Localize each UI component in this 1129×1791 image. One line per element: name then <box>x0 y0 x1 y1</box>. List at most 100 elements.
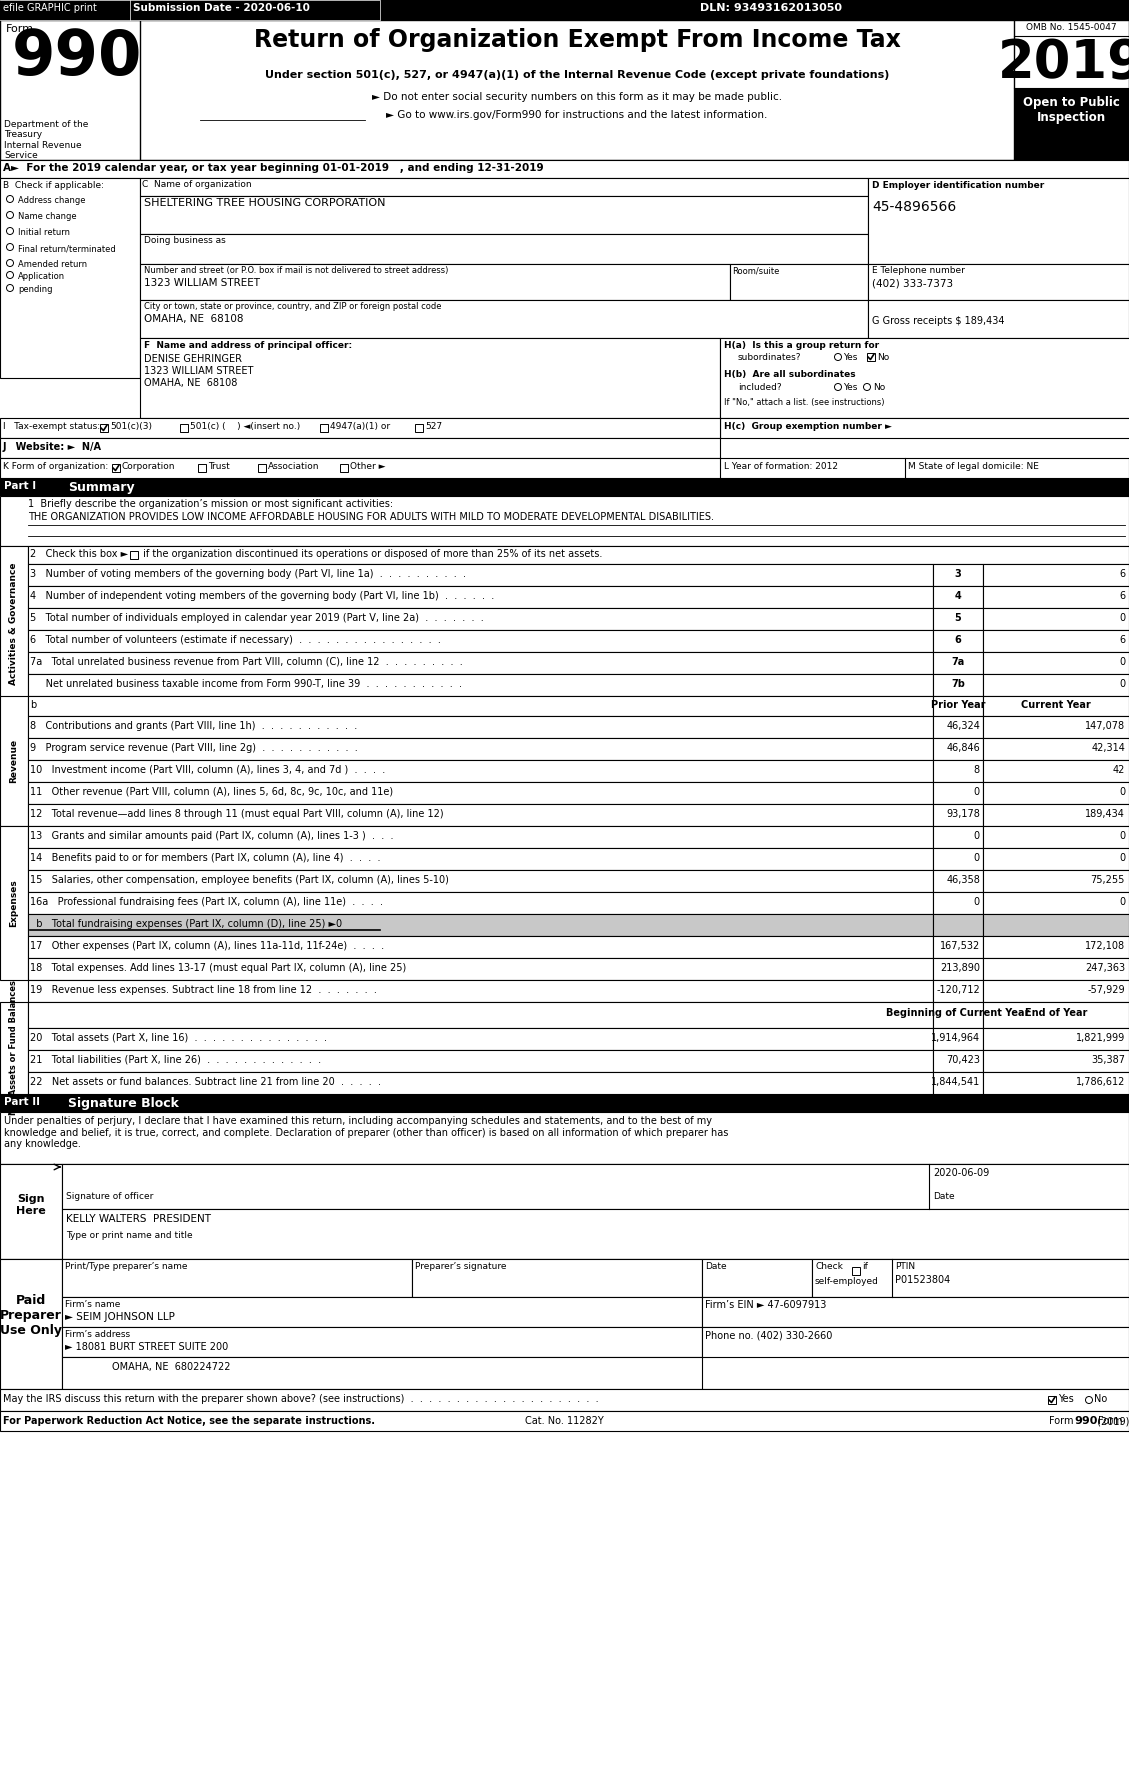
Bar <box>180 424 189 432</box>
Text: 0: 0 <box>1119 786 1124 797</box>
Text: Activities & Governance: Activities & Governance <box>9 562 18 684</box>
Text: Initial return: Initial return <box>18 227 70 236</box>
Text: 21   Total liabilities (Part X, line 26)  .  .  .  .  .  .  .  .  .  .  .  .  .: 21 Total liabilities (Part X, line 26) .… <box>30 1055 321 1066</box>
Text: 35,387: 35,387 <box>1091 1055 1124 1066</box>
Text: M State of legal domicile: NE: M State of legal domicile: NE <box>908 462 1039 471</box>
Text: Association: Association <box>268 462 320 471</box>
Bar <box>983 738 1129 759</box>
Bar <box>983 1050 1129 1073</box>
Text: K Form of organization:: K Form of organization: <box>3 462 108 471</box>
Bar <box>0 439 720 458</box>
Text: 147,078: 147,078 <box>1085 722 1124 731</box>
Text: 22   Net assets or fund balances. Subtract line 21 from line 20  .  .  .  .  .: 22 Net assets or fund balances. Subtract… <box>30 1076 380 1087</box>
Bar <box>28 783 933 804</box>
Text: No: No <box>873 383 885 392</box>
Text: 0: 0 <box>1119 831 1124 842</box>
Text: Net unrelated business taxable income from Form 990-T, line 39  .  .  .  .  .  .: Net unrelated business taxable income fr… <box>30 679 462 690</box>
Text: OMAHA, NE  68108: OMAHA, NE 68108 <box>145 378 237 389</box>
Bar <box>0 458 1129 478</box>
Bar <box>983 980 1129 1001</box>
Text: J   Website: ►  N/A: J Website: ► N/A <box>3 442 102 451</box>
Text: 20   Total assets (Part X, line 16)  .  .  .  .  .  .  .  .  .  .  .  .  .  .  .: 20 Total assets (Part X, line 16) . . . … <box>30 1033 327 1042</box>
Text: Yes: Yes <box>1058 1393 1074 1404</box>
Text: 172,108: 172,108 <box>1085 940 1124 951</box>
Bar <box>0 177 140 378</box>
Bar <box>62 1358 702 1390</box>
Bar <box>1014 88 1129 159</box>
Text: Prior Year: Prior Year <box>930 700 986 709</box>
Bar <box>415 424 423 432</box>
Bar <box>340 464 348 473</box>
Bar <box>983 759 1129 783</box>
Text: No: No <box>1094 1393 1108 1404</box>
Text: 42: 42 <box>1112 765 1124 776</box>
Bar <box>28 1073 933 1094</box>
Text: 4947(a)(1) or: 4947(a)(1) or <box>330 423 391 432</box>
Text: 3   Number of voting members of the governing body (Part VI, line 1a)  .  .  .  : 3 Number of voting members of the govern… <box>30 570 466 578</box>
Bar <box>933 958 983 980</box>
Bar <box>933 738 983 759</box>
Bar <box>983 958 1129 980</box>
Bar <box>0 1164 1129 1259</box>
Text: Part II: Part II <box>5 1098 40 1107</box>
Text: Firm’s name: Firm’s name <box>65 1300 121 1309</box>
Text: Name change: Name change <box>18 211 77 220</box>
Text: included?: included? <box>738 383 781 392</box>
Text: 0: 0 <box>1119 657 1124 666</box>
Text: Amended return: Amended return <box>18 260 87 269</box>
Bar <box>100 424 108 432</box>
Text: Signature of officer: Signature of officer <box>65 1193 154 1202</box>
Text: ► Go to www.irs.gov/Form990 for instructions and the latest information.: ► Go to www.irs.gov/Form990 for instruct… <box>386 109 768 120</box>
Text: Form: Form <box>1049 1417 1077 1426</box>
Text: Summary: Summary <box>68 482 134 494</box>
Bar <box>140 338 720 417</box>
Bar <box>28 804 933 826</box>
Text: 16a   Professional fundraising fees (Part IX, column (A), line 11e)  .  .  .  .: 16a Professional fundraising fees (Part … <box>30 897 383 906</box>
Text: 8   Contributions and grants (Part VIII, line 1h)  .  .  .  .  .  .  .  .  .  . : 8 Contributions and grants (Part VIII, l… <box>30 722 357 731</box>
Bar <box>140 235 868 263</box>
Text: 7b: 7b <box>951 679 965 690</box>
Text: Firm’s EIN ► 47-6097913: Firm’s EIN ► 47-6097913 <box>704 1300 826 1309</box>
Bar <box>28 586 933 607</box>
Bar <box>933 870 983 892</box>
Text: 42,314: 42,314 <box>1091 743 1124 752</box>
Text: 4   Number of independent voting members of the governing body (Part VI, line 1b: 4 Number of independent voting members o… <box>30 591 495 602</box>
Text: No: No <box>877 353 890 362</box>
Bar <box>933 1073 983 1094</box>
Text: Address change: Address change <box>18 195 86 204</box>
Bar <box>28 759 933 783</box>
Text: b   Total fundraising expenses (Part IX, column (D), line 25) ►0: b Total fundraising expenses (Part IX, c… <box>30 919 342 930</box>
Bar <box>983 1028 1129 1050</box>
Bar <box>1014 20 1129 159</box>
Bar <box>62 1259 412 1297</box>
Bar <box>0 546 28 700</box>
Bar <box>933 783 983 804</box>
Bar <box>868 177 1129 263</box>
Bar <box>62 1297 702 1327</box>
Text: 990: 990 <box>12 29 142 88</box>
Bar <box>852 1266 860 1275</box>
Bar <box>933 937 983 958</box>
Bar <box>28 716 933 738</box>
Text: Firm’s address: Firm’s address <box>65 1331 130 1340</box>
Bar <box>720 338 1129 417</box>
Bar <box>983 697 1129 716</box>
Text: THE ORGANIZATION PROVIDES LOW INCOME AFFORDABLE HOUSING FOR ADULTS WITH MILD TO : THE ORGANIZATION PROVIDES LOW INCOME AFF… <box>28 512 714 521</box>
Text: Final return/terminated: Final return/terminated <box>18 244 116 253</box>
Text: 0: 0 <box>1119 897 1124 906</box>
Bar <box>0 1112 1129 1164</box>
Text: Yes: Yes <box>843 353 857 362</box>
Text: ► 18081 BURT STREET SUITE 200: ► 18081 BURT STREET SUITE 200 <box>65 1341 228 1352</box>
Text: 0: 0 <box>974 853 980 863</box>
Text: Print/Type preparer’s name: Print/Type preparer’s name <box>65 1263 187 1272</box>
Text: 4: 4 <box>955 591 962 602</box>
Text: if: if <box>863 1263 868 1272</box>
Bar <box>0 478 1129 496</box>
Text: If "No," attach a list. (see instructions): If "No," attach a list. (see instruction… <box>724 398 884 407</box>
Text: Department of the
Treasury
Internal Revenue
Service: Department of the Treasury Internal Reve… <box>5 120 88 159</box>
Text: May the IRS discuss this return with the preparer shown above? (see instructions: May the IRS discuss this return with the… <box>3 1393 598 1404</box>
Bar <box>0 1259 1129 1390</box>
Text: 1,914,964: 1,914,964 <box>931 1033 980 1042</box>
Bar <box>933 716 983 738</box>
Bar <box>933 804 983 826</box>
